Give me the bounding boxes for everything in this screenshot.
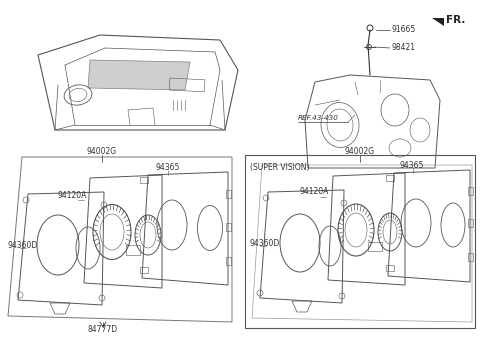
Polygon shape <box>88 60 190 90</box>
Text: REF.43-430: REF.43-430 <box>298 115 339 121</box>
Bar <box>140 177 148 183</box>
Text: 94120A: 94120A <box>58 190 87 199</box>
Text: (SUPER VISION): (SUPER VISION) <box>250 163 310 172</box>
Bar <box>386 265 394 271</box>
Bar <box>226 257 231 265</box>
Text: 94360D: 94360D <box>8 240 38 250</box>
Text: FR.: FR. <box>446 15 466 25</box>
Text: 94002G: 94002G <box>345 147 375 157</box>
Bar <box>226 190 231 198</box>
Text: 94365: 94365 <box>400 161 424 171</box>
Text: 98421: 98421 <box>392 43 416 53</box>
Bar <box>126 245 140 255</box>
Bar <box>468 187 473 195</box>
Text: 91665: 91665 <box>392 26 416 35</box>
Bar <box>468 219 473 227</box>
Bar <box>169 78 205 92</box>
Text: 94360D: 94360D <box>250 238 280 248</box>
Bar <box>245 155 475 328</box>
Bar <box>226 223 231 231</box>
Polygon shape <box>432 18 444 26</box>
Bar <box>368 242 382 251</box>
Text: 94120A: 94120A <box>300 187 329 197</box>
Text: 94002G: 94002G <box>87 147 117 157</box>
Bar <box>140 267 148 273</box>
Bar <box>468 253 473 261</box>
Text: 94365: 94365 <box>155 163 180 172</box>
Bar <box>386 175 394 181</box>
Text: 84777D: 84777D <box>88 326 118 334</box>
